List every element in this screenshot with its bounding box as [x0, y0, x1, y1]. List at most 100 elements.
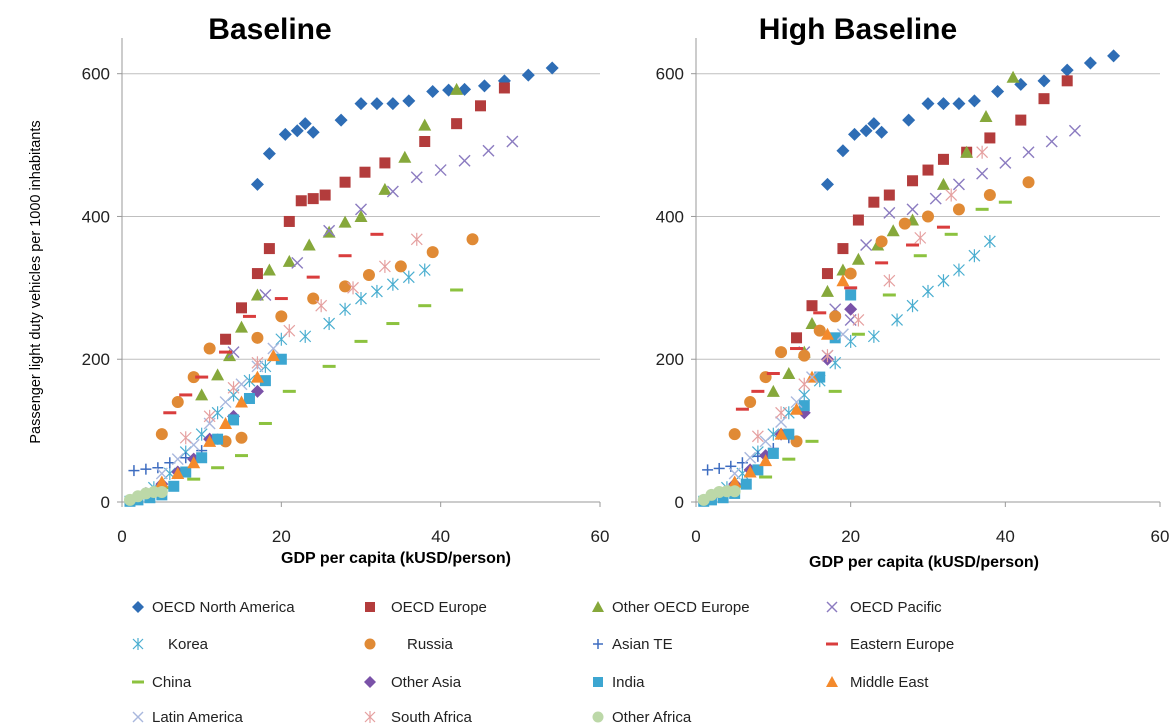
data-point	[852, 313, 865, 327]
data-point	[282, 254, 296, 267]
y-tick-label: 200	[82, 350, 110, 369]
data-point	[821, 349, 834, 363]
data-point	[945, 188, 958, 202]
legend-item-south-africa: South Africa	[364, 709, 473, 726]
data-point	[299, 329, 312, 343]
data-point	[228, 414, 240, 426]
data-point	[251, 331, 264, 344]
data-point	[790, 347, 804, 351]
data-point	[339, 302, 351, 316]
data-point	[323, 317, 336, 331]
data-point	[882, 293, 896, 297]
data-point	[521, 68, 535, 82]
data-point	[306, 125, 320, 139]
legend-label: Other OECD Europe	[612, 599, 750, 616]
data-point	[1006, 70, 1020, 83]
series-oecd-europe	[220, 82, 510, 345]
x-tick-label: 40	[431, 527, 450, 546]
data-point	[298, 117, 312, 131]
series-russia	[155, 233, 479, 448]
data-point	[744, 396, 757, 409]
data-point	[814, 371, 826, 383]
chart-title: High Baseline	[759, 13, 957, 46]
y-tick-label: 600	[656, 65, 684, 84]
legend-item-oecd-pacific: OECD Pacific	[826, 599, 942, 616]
data-point	[883, 274, 896, 288]
data-point	[728, 467, 741, 480]
data-point	[450, 82, 464, 95]
data-point	[203, 434, 217, 447]
legend-item-middle-east: Middle East	[826, 674, 929, 691]
data-point	[295, 195, 307, 207]
data-point	[283, 324, 296, 338]
data-point	[837, 243, 849, 255]
data-point	[262, 147, 276, 161]
x-tick-label: 60	[1151, 527, 1170, 546]
data-point	[883, 206, 896, 219]
data-point	[290, 124, 304, 138]
data-point	[828, 389, 842, 393]
data-point	[836, 328, 849, 341]
data-point	[767, 447, 779, 459]
data-point	[426, 246, 439, 259]
data-point	[937, 274, 950, 288]
data-point	[783, 428, 795, 440]
data-point	[744, 451, 757, 464]
legend-marker	[826, 642, 838, 646]
data-point	[410, 171, 423, 184]
legend-marker	[593, 639, 603, 649]
data-point	[306, 275, 320, 279]
data-point	[766, 372, 780, 376]
legend-item-russia: Russia	[364, 636, 454, 653]
series-south-africa	[751, 145, 989, 443]
data-point	[282, 389, 296, 393]
data-point	[227, 346, 240, 359]
data-point	[278, 127, 292, 141]
data-point	[922, 210, 934, 223]
x-tick-label: 60	[591, 527, 610, 546]
data-point	[251, 268, 263, 280]
data-point	[1037, 74, 1051, 88]
data-point	[844, 302, 858, 316]
data-point	[829, 332, 841, 344]
data-point	[243, 374, 256, 388]
data-point	[1107, 49, 1121, 63]
data-point	[323, 224, 336, 237]
data-point	[867, 329, 880, 343]
data-point	[370, 97, 384, 111]
data-point	[235, 395, 248, 408]
data-point	[967, 94, 981, 108]
data-point	[906, 299, 919, 313]
data-point	[251, 356, 264, 370]
data-point	[187, 371, 200, 384]
series-india	[698, 289, 857, 507]
data-point	[477, 79, 491, 93]
data-point	[128, 465, 140, 477]
data-point	[227, 381, 240, 395]
data-point	[250, 177, 264, 191]
data-point	[291, 256, 304, 269]
legend-item-asian-te: Asian TE	[593, 636, 673, 653]
data-point	[418, 118, 432, 131]
data-point	[844, 267, 857, 280]
data-point	[859, 124, 873, 138]
data-point	[386, 322, 400, 326]
data-point	[906, 203, 919, 216]
y-tick-label: 0	[675, 493, 684, 512]
legend-label: OECD Pacific	[850, 599, 942, 616]
data-point	[410, 232, 423, 246]
legend-marker	[364, 638, 376, 650]
data-point	[163, 411, 177, 415]
data-point	[836, 274, 850, 287]
data-point	[979, 110, 993, 123]
data-point	[791, 332, 803, 344]
chart-high-baseline: High Baseline GDP per capita (kUSD/perso…	[656, 13, 1170, 571]
axes: 0 200 400 600 0 20 40 60	[82, 38, 610, 546]
data-point	[991, 85, 1005, 99]
data-point	[475, 100, 486, 112]
legend-label: China	[152, 674, 192, 691]
series-south-africa	[179, 232, 423, 445]
data-point	[728, 485, 741, 498]
data-point	[235, 378, 248, 391]
legend-marker	[592, 601, 604, 612]
